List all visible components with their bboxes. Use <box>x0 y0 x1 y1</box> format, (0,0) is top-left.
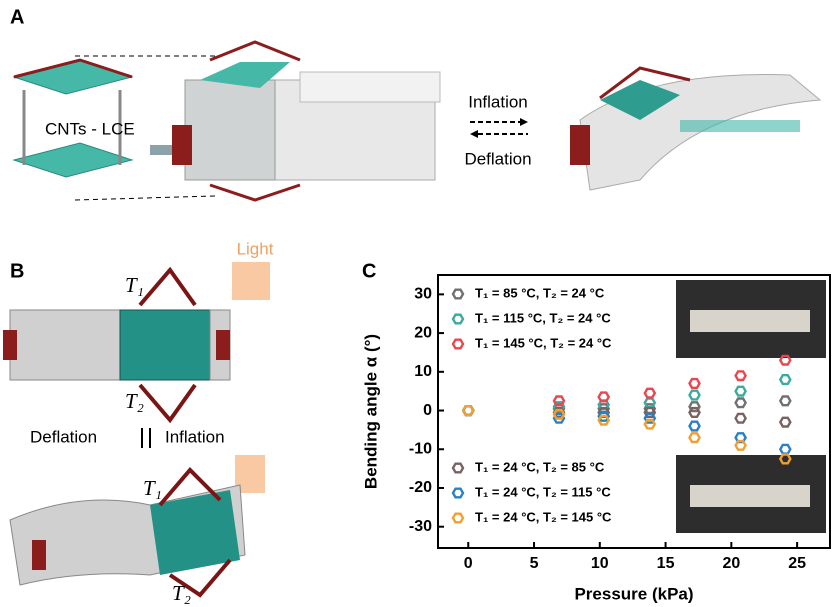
legend-marker <box>453 290 463 299</box>
point <box>780 445 790 454</box>
legend-label: T₁ = 24 °C, T₂ = 115 °C <box>475 484 611 499</box>
x-tick-label: 25 <box>788 555 806 572</box>
point <box>736 414 746 423</box>
legend-marker <box>453 489 463 498</box>
legend-marker <box>453 464 463 473</box>
point <box>645 420 655 429</box>
t2-label: T₂ <box>125 389 144 413</box>
material-label: CNTs - LCE <box>45 119 135 138</box>
y-tick-label: -30 <box>409 518 432 535</box>
point <box>736 371 746 380</box>
point <box>736 399 746 408</box>
point <box>690 391 700 400</box>
y-tick-label: -20 <box>409 479 432 496</box>
legend-label: T₁ = 85 °C, T₂ = 24 °C <box>475 285 605 300</box>
y-tick-label: 30 <box>414 286 432 303</box>
panel-letter: A <box>10 6 24 28</box>
x-axis-title: Pressure (kPa) <box>574 584 693 603</box>
y-tick-label: -10 <box>409 440 432 457</box>
x-tick-label: 20 <box>722 555 740 572</box>
y-tick-label: 20 <box>414 324 432 341</box>
legend-marker <box>453 340 463 349</box>
x-tick-label: 10 <box>591 555 609 572</box>
point <box>690 422 700 431</box>
x-tick-label: 5 <box>530 555 539 572</box>
point <box>780 375 790 384</box>
y-tick-label: 0 <box>423 402 432 419</box>
point <box>645 389 655 398</box>
light-label: Light <box>237 239 274 258</box>
point <box>690 408 700 417</box>
inflation-label: Inflation <box>165 427 225 446</box>
t1-label: T₁ <box>125 273 144 297</box>
inflation-label: Inflation <box>468 92 528 111</box>
legend-marker <box>453 315 463 324</box>
inset-robot <box>690 310 810 332</box>
panel-letter: C <box>362 260 376 282</box>
point <box>463 406 473 415</box>
y-axis-title: Bending angle α (°) <box>361 334 380 489</box>
inset-robot <box>690 485 810 507</box>
legend-label: T₁ = 115 °C, T₂ = 24 °C <box>475 310 611 325</box>
y-tick-label: 10 <box>414 363 432 380</box>
point <box>736 387 746 396</box>
deflation-label: Deflation <box>464 149 531 168</box>
legend-label: T₁ = 24 °C, T₂ = 85 °C <box>475 459 605 474</box>
figure: A CNTs - LCE Inflation Deflation B <box>0 0 833 607</box>
deflation-label: Deflation <box>30 427 97 446</box>
legend-label: T₁ = 145 °C, T₂ = 24 °C <box>475 335 612 350</box>
point <box>645 399 655 408</box>
x-tick-label: 0 <box>464 555 473 572</box>
legend-marker <box>453 514 463 523</box>
point <box>780 397 790 406</box>
point <box>690 433 700 442</box>
point <box>690 379 700 388</box>
x-tick-label: 15 <box>657 555 675 572</box>
illustration-a <box>14 42 820 200</box>
panel-letter: B <box>10 260 24 282</box>
point <box>780 418 790 427</box>
t1-label: T₁ <box>143 476 162 500</box>
legend-label: T₁ = 24 °C, T₂ = 145 °C <box>475 509 612 524</box>
t2-label: T₂ <box>172 581 191 605</box>
